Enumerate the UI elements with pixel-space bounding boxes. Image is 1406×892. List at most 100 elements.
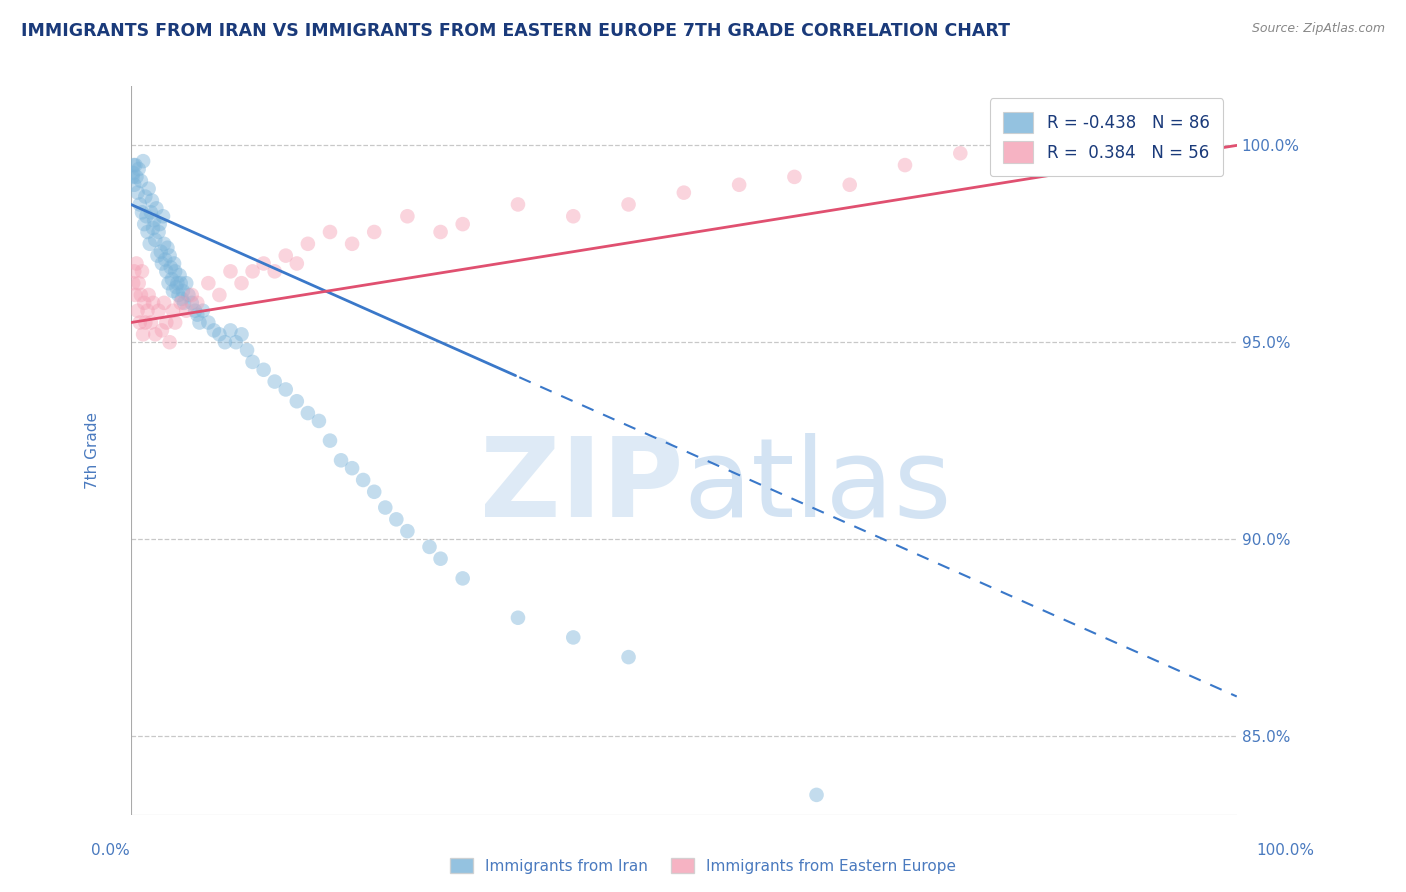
Point (148, 225, 170, 239)
Point (562, 209, 585, 223)
Point (132, 154, 155, 169)
Point (363, 225, 385, 239)
Point (197, 276, 219, 290)
Point (142, 296, 165, 310)
Point (155, 252, 177, 267)
Point (385, 512, 408, 526)
Point (153, 296, 176, 310)
Point (180, 288, 202, 302)
Text: 100.0%: 100.0% (1257, 843, 1315, 858)
Point (162, 284, 184, 298)
Point (253, 256, 276, 270)
Point (242, 264, 264, 278)
Point (148, 303, 170, 318)
Point (170, 296, 193, 310)
Text: atlas: atlas (683, 434, 952, 541)
Point (1004, 158, 1026, 172)
Point (174, 276, 197, 290)
Point (263, 264, 285, 278)
Point (122, 166, 145, 180)
Point (202, 323, 225, 337)
Point (129, 288, 152, 302)
Point (672, 186, 695, 200)
Point (155, 264, 177, 278)
Point (219, 323, 242, 337)
Point (949, 146, 972, 161)
Point (319, 434, 342, 448)
Point (340, 461, 363, 475)
Point (167, 288, 190, 302)
Point (134, 189, 156, 203)
Point (145, 202, 167, 216)
Point (451, 571, 474, 585)
Point (159, 260, 181, 275)
Point (253, 363, 276, 377)
Point (728, 178, 751, 192)
Point (122, 158, 145, 172)
Point (124, 158, 146, 172)
Point (150, 256, 173, 270)
Point (208, 288, 231, 302)
Point (191, 303, 214, 318)
Point (128, 276, 150, 290)
Point (132, 327, 155, 342)
Point (783, 169, 806, 184)
Point (165, 280, 187, 294)
Point (170, 276, 193, 290)
Point (125, 169, 148, 184)
Point (139, 316, 162, 330)
Point (142, 221, 165, 235)
Point (129, 174, 152, 188)
Point (125, 256, 148, 270)
Point (352, 473, 374, 487)
Point (138, 236, 160, 251)
Point (160, 272, 183, 286)
Point (274, 383, 297, 397)
Point (174, 303, 197, 318)
Text: Source: ZipAtlas.com: Source: ZipAtlas.com (1251, 22, 1385, 36)
Point (135, 209, 157, 223)
Point (214, 335, 236, 350)
Point (146, 249, 169, 263)
Point (506, 611, 529, 625)
Point (149, 244, 172, 259)
Point (153, 236, 176, 251)
Point (274, 249, 297, 263)
Point (143, 213, 166, 227)
Point (562, 631, 585, 645)
Point (127, 186, 149, 200)
Point (231, 327, 253, 342)
Point (165, 264, 187, 278)
Point (156, 241, 179, 255)
Point (134, 316, 156, 330)
Point (131, 205, 153, 219)
Point (122, 264, 145, 278)
Point (451, 217, 474, 231)
Point (894, 158, 917, 172)
Point (162, 303, 184, 318)
Point (139, 205, 162, 219)
Point (122, 178, 145, 192)
Point (159, 335, 181, 350)
Point (127, 303, 149, 318)
Legend: Immigrants from Iran, Immigrants from Eastern Europe: Immigrants from Iran, Immigrants from Ea… (444, 852, 962, 880)
Point (363, 484, 385, 499)
Point (136, 225, 159, 239)
Point (806, 788, 828, 802)
Point (263, 375, 285, 389)
Point (186, 308, 208, 322)
Point (506, 197, 529, 211)
Point (128, 316, 150, 330)
Point (308, 414, 330, 428)
Point (319, 225, 342, 239)
Point (340, 236, 363, 251)
Point (242, 355, 264, 369)
Point (173, 296, 195, 310)
Point (429, 551, 451, 566)
Point (188, 316, 211, 330)
Point (177, 288, 200, 302)
Point (236, 343, 259, 357)
Point (186, 296, 208, 310)
Point (157, 276, 180, 290)
Point (285, 256, 308, 270)
